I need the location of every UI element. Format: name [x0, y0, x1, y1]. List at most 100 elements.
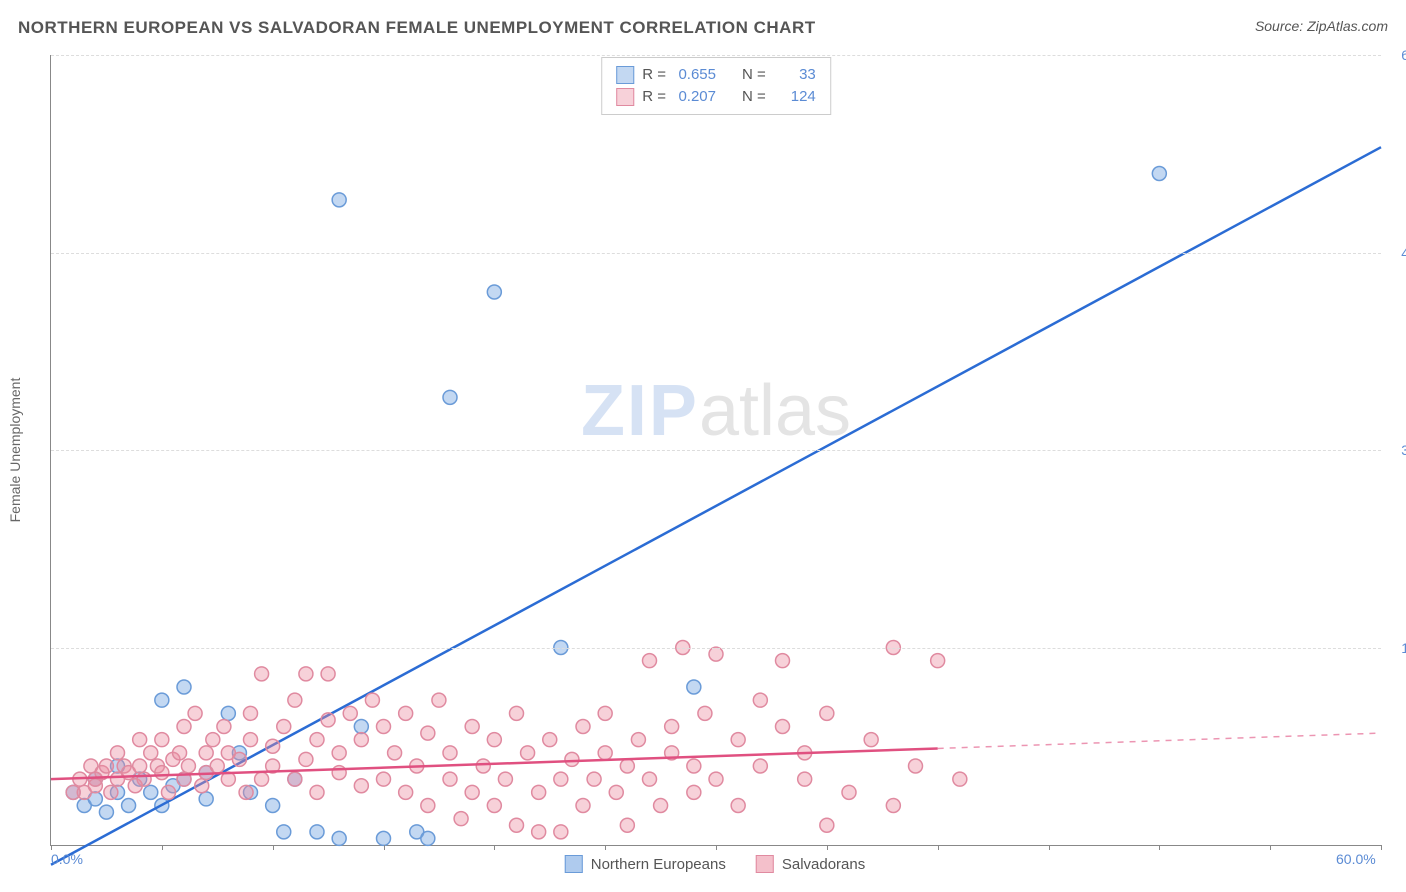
bottom-legend: Northern Europeans Salvadorans [565, 855, 865, 873]
scatter-point [99, 759, 113, 773]
n-label: N = [742, 64, 766, 86]
x-tick [162, 845, 163, 850]
scatter-point [332, 831, 346, 845]
scatter-point [310, 733, 324, 747]
scatter-point [687, 759, 701, 773]
scatter-point [421, 726, 435, 740]
scatter-point [487, 285, 501, 299]
scatter-point [421, 799, 435, 813]
scatter-point [288, 772, 302, 786]
series-swatch [616, 66, 634, 84]
scatter-point [377, 831, 391, 845]
x-tick [716, 845, 717, 850]
scatter-point [609, 785, 623, 799]
scatter-point [173, 746, 187, 760]
scatter-point [299, 667, 313, 681]
x-tick [51, 845, 52, 850]
scatter-point [620, 759, 634, 773]
legend-item: Northern Europeans [565, 855, 726, 873]
scatter-point [277, 825, 291, 839]
scatter-point [288, 693, 302, 707]
x-tick-label: 60.0% [1336, 851, 1376, 867]
scatter-point [864, 733, 878, 747]
scatter-point [137, 772, 151, 786]
scatter-point [181, 759, 195, 773]
scatter-point [820, 818, 834, 832]
scatter-point [931, 654, 945, 668]
x-tick [1049, 845, 1050, 850]
scatter-point [421, 831, 435, 845]
scatter-point [476, 759, 490, 773]
scatter-point [598, 706, 612, 720]
chart-header: NORTHERN EUROPEAN VS SALVADORAN FEMALE U… [18, 18, 1388, 38]
source-label: Source: [1255, 18, 1307, 34]
scatter-point [122, 799, 136, 813]
scatter-point [365, 693, 379, 707]
scatter-point [886, 799, 900, 813]
scatter-point [177, 680, 191, 694]
y-axis-label: Female Unemployment [7, 378, 23, 523]
scatter-point [631, 733, 645, 747]
gridline [51, 648, 1381, 649]
scatter-point [199, 792, 213, 806]
scatter-point [753, 759, 767, 773]
source-attribution: Source: ZipAtlas.com [1255, 18, 1388, 34]
scatter-point [221, 706, 235, 720]
scatter-point [332, 766, 346, 780]
scatter-point [88, 779, 102, 793]
scatter-point [321, 667, 335, 681]
scatter-point [842, 785, 856, 799]
x-tick [827, 845, 828, 850]
scatter-point [177, 720, 191, 734]
x-tick [384, 845, 385, 850]
scatter-point [776, 654, 790, 668]
scatter-point [343, 706, 357, 720]
scatter-point [665, 720, 679, 734]
scatter-point [354, 779, 368, 793]
y-tick-label: 15.0% [1386, 640, 1406, 656]
scatter-point [510, 818, 524, 832]
scatter-point [643, 654, 657, 668]
scatter-point [399, 785, 413, 799]
scatter-point [709, 647, 723, 661]
scatter-point [620, 818, 634, 832]
scatter-point [195, 779, 209, 793]
scatter-point [111, 746, 125, 760]
scatter-point [776, 720, 790, 734]
scatter-point [399, 706, 413, 720]
scatter-point [731, 799, 745, 813]
scatter-point [554, 772, 568, 786]
scatter-point [731, 733, 745, 747]
scatter-point [543, 733, 557, 747]
scatter-point [210, 759, 224, 773]
scatter-point [388, 746, 402, 760]
x-tick [273, 845, 274, 850]
scatter-point [587, 772, 601, 786]
scatter-point [432, 693, 446, 707]
scatter-point [217, 720, 231, 734]
y-tick-label: 60.0% [1386, 47, 1406, 63]
n-label: N = [742, 86, 766, 108]
x-tick [938, 845, 939, 850]
x-tick [1270, 845, 1271, 850]
legend-item: Salvadorans [756, 855, 865, 873]
scatter-point [206, 733, 220, 747]
y-tick-label: 45.0% [1386, 245, 1406, 261]
scatter-point [133, 733, 147, 747]
gridline [51, 450, 1381, 451]
x-tick [494, 845, 495, 850]
scatter-point [687, 680, 701, 694]
chart-area: Female Unemployment ZIPatlas R =0.655N =… [50, 55, 1380, 845]
scatter-point [332, 193, 346, 207]
x-tick-label: 0.0% [51, 851, 83, 867]
x-tick [605, 845, 606, 850]
scatter-point [255, 772, 269, 786]
scatter-point [144, 785, 158, 799]
scatter-point [521, 746, 535, 760]
scatter-point [510, 706, 524, 720]
scatter-point [454, 812, 468, 826]
scatter-point [576, 799, 590, 813]
scatter-point [377, 720, 391, 734]
r-value: 0.207 [674, 86, 716, 108]
stats-row: R =0.207N =124 [616, 86, 816, 108]
